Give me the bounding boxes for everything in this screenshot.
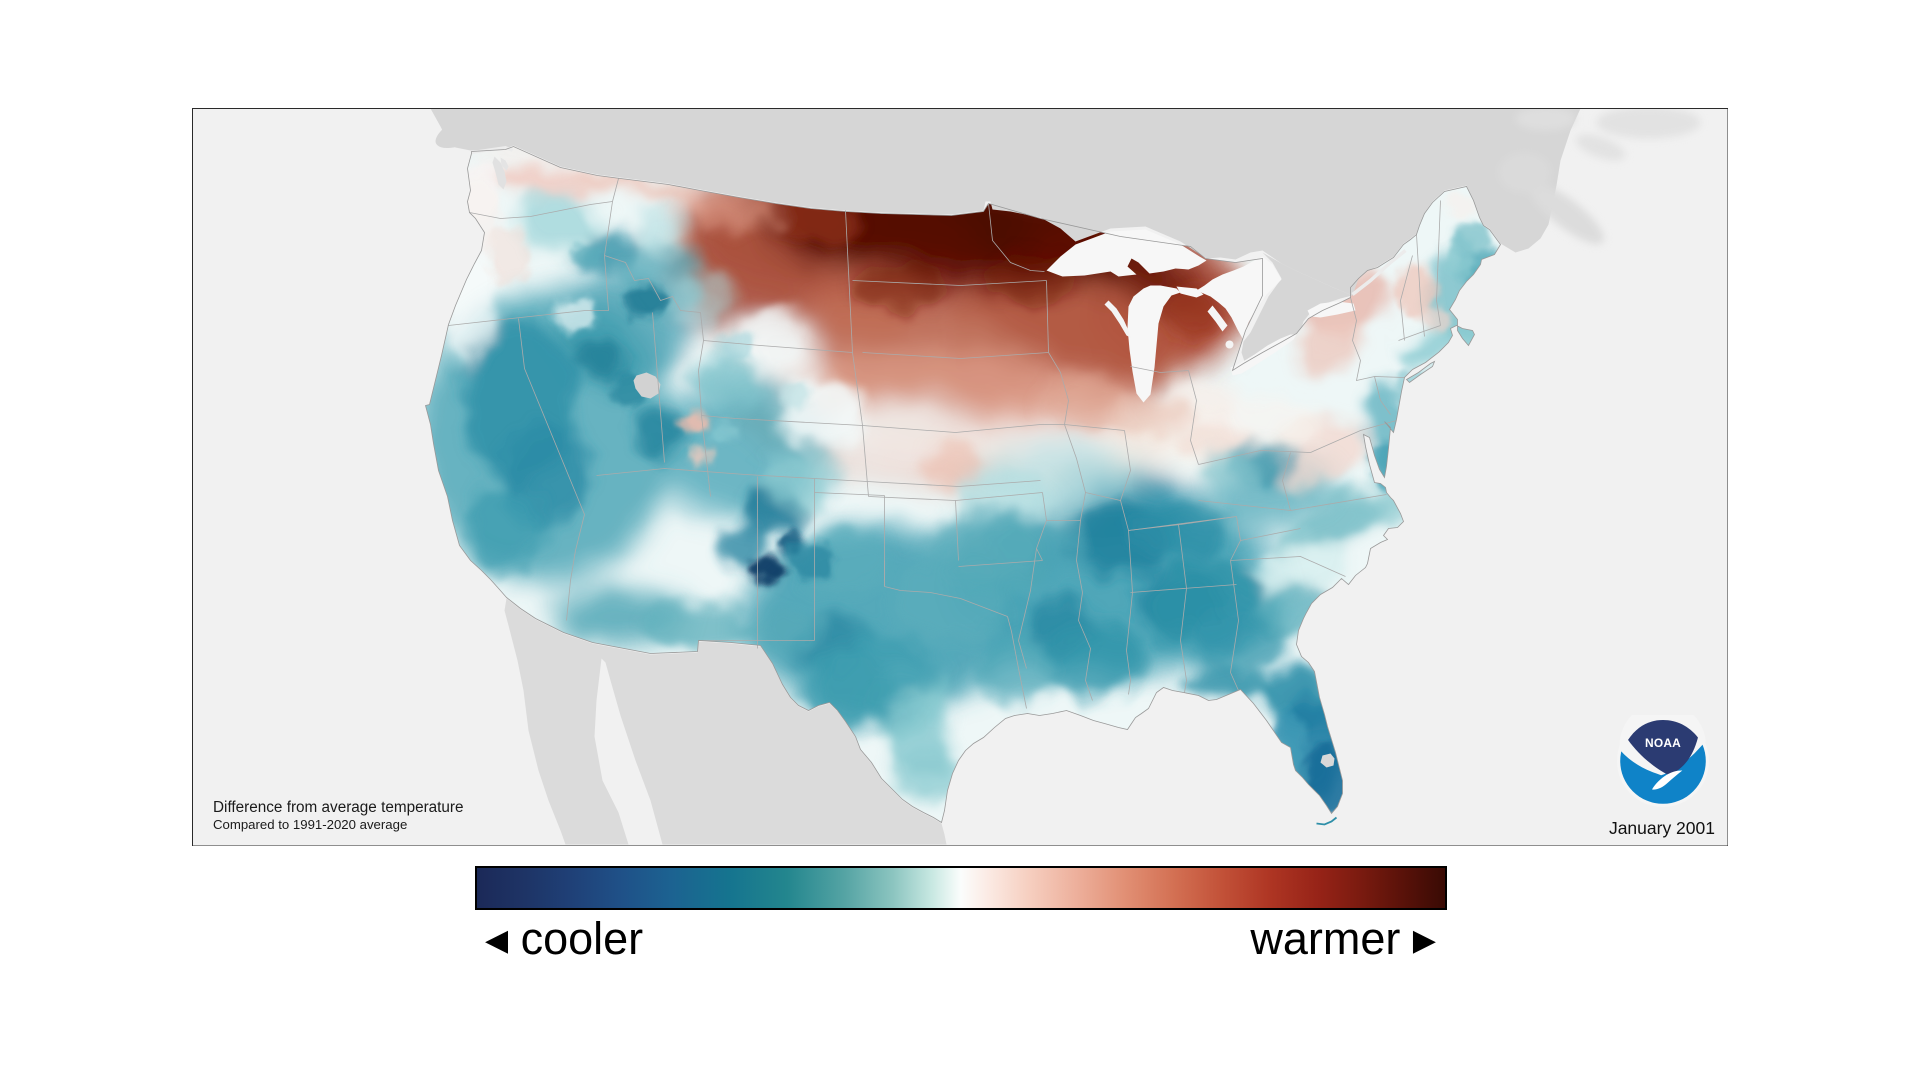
- svg-text:NOAA: NOAA: [1645, 736, 1681, 750]
